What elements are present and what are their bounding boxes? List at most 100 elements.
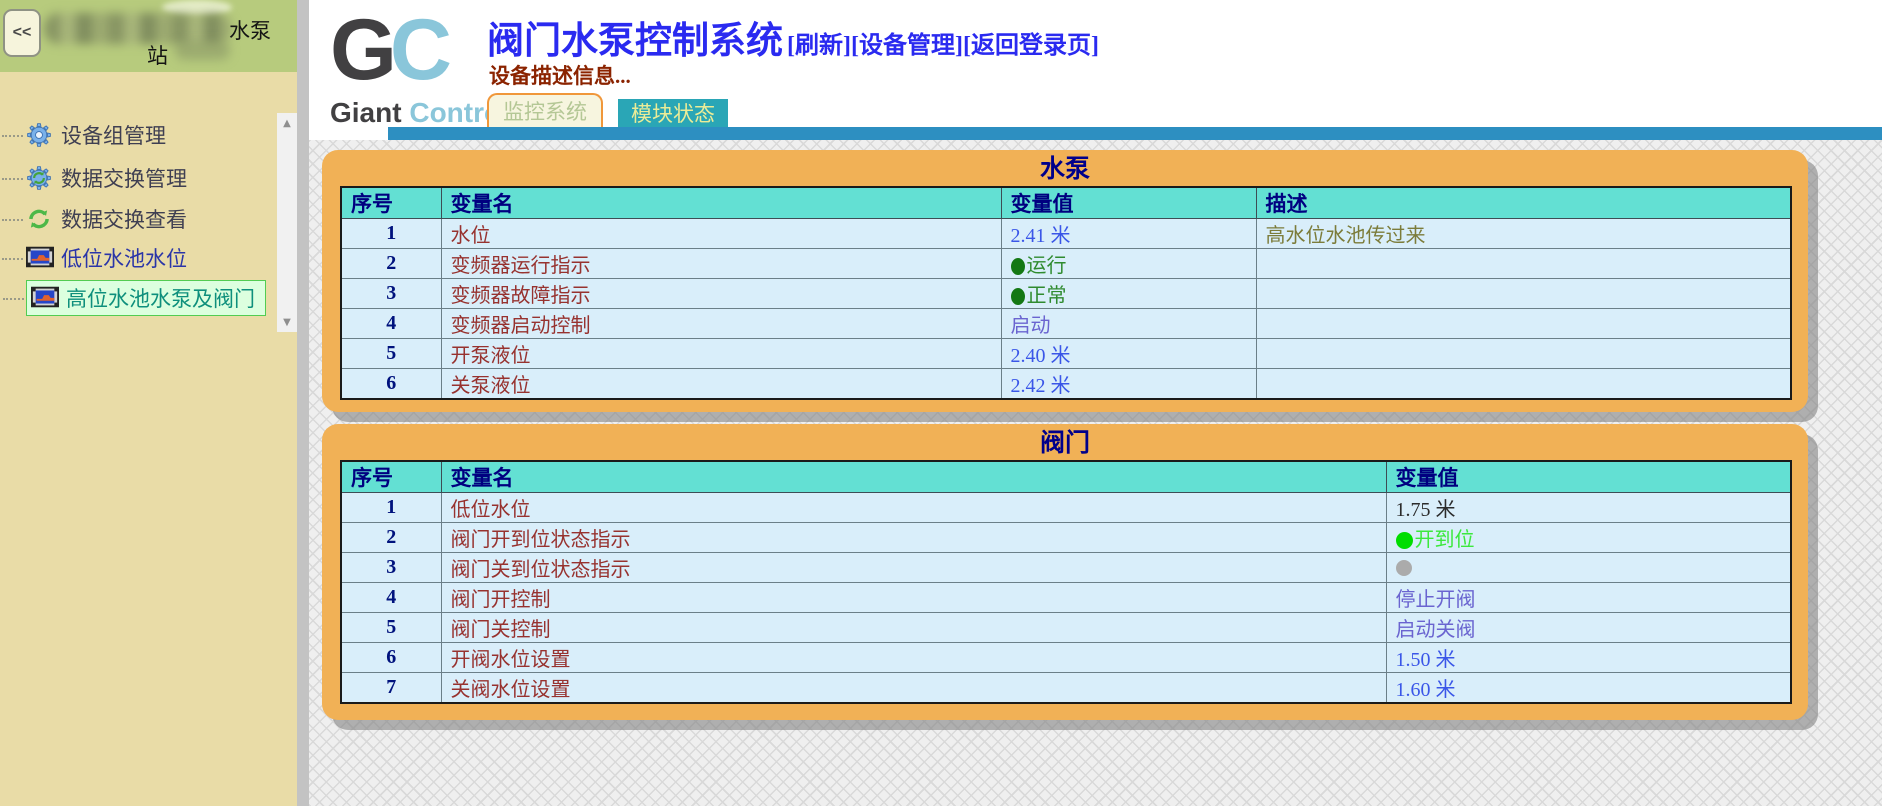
back-to-login-link[interactable]: [返回登录页] — [962, 33, 1099, 59]
serial-cell: 7 — [340, 672, 442, 704]
serial-cell: 4 — [340, 582, 442, 613]
device-description: 设备描述信息... — [489, 64, 631, 88]
variable-value-cell — [1385, 552, 1792, 583]
serial-cell: 4 — [340, 308, 442, 339]
table-row: 1 水位 2.41 米 高水位水池传过来 — [340, 218, 1792, 249]
table-row: 6 开阀水位设置 1.50 米 — [340, 642, 1792, 673]
variable-name-cell: 阀门开控制 — [440, 582, 1387, 613]
status-dot-green-icon — [1010, 288, 1025, 305]
value-text[interactable]: 1.60 米 — [1395, 679, 1456, 701]
variable-value-cell: 启动关阀 — [1385, 612, 1792, 643]
serial-cell: 2 — [340, 248, 442, 279]
variable-value-cell: 2.42 米 — [1000, 368, 1257, 400]
value-text[interactable]: 2.40 米 — [1010, 345, 1071, 367]
control-link[interactable]: 停止开阀 — [1395, 589, 1476, 611]
gear-icon — [26, 122, 54, 148]
valve-panel: 阀门 序号 变量名 变量值 1 低位水位 1.75 米 2 阀门开到位状态指示 开到位 3 阀门关… — [322, 424, 1808, 720]
variable-name-cell: 阀门开到位状态指示 — [440, 522, 1387, 553]
gear-sync-icon — [26, 165, 54, 191]
sidebar-item-high-pool-pump-valve[interactable]: 高位水池水泵及阀门 — [3, 280, 266, 316]
table-row: 2 变频器运行指示 运行 — [340, 248, 1792, 279]
control-link[interactable]: 启动关阀 — [1395, 619, 1476, 641]
variable-name-cell: 关阀水位设置 — [440, 672, 1387, 704]
table-row: 4 变频器启动控制 启动 — [340, 308, 1792, 339]
variable-name-cell: 开泵液位 — [440, 338, 1002, 369]
panel-title: 阀门 — [1039, 430, 1090, 457]
table-header-row: 序号 变量名 变量值 描述 — [340, 186, 1792, 219]
column-header: 变量名 — [440, 186, 1002, 219]
sidebar-item-data-exchange-view[interactable]: 数据交换查看 — [2, 201, 187, 237]
sidebar-item-low-pool-level[interactable]: 低位水池水位 — [2, 240, 187, 276]
table-header-row: 序号 变量名 变量值 — [340, 460, 1792, 493]
variable-value-cell: 2.40 米 — [1000, 338, 1257, 369]
serial-cell: 3 — [340, 552, 442, 583]
description-cell — [1255, 338, 1792, 369]
tab-module-status[interactable]: 模块状态 — [618, 99, 728, 127]
sidebar-item-data-exchange-mgmt[interactable]: 数据交换管理 — [2, 160, 187, 196]
panel-title: 水泵 — [1039, 156, 1090, 183]
variable-value-cell: 启动 — [1000, 308, 1257, 339]
variable-value-cell: 1.60 米 — [1385, 672, 1792, 704]
variable-value-cell: 1.50 米 — [1385, 642, 1792, 673]
value-text: 1.75 米 — [1395, 499, 1456, 521]
table-row: 2 阀门开到位状态指示 开到位 — [340, 522, 1792, 553]
sidebar-item-label: 高位水池水泵及阀门 — [66, 287, 255, 311]
sync-icon — [26, 206, 54, 232]
sidebar-item-device-group[interactable]: 设备组管理 — [2, 117, 166, 153]
serial-cell: 6 — [340, 368, 442, 400]
variable-name-cell: 变频器运行指示 — [440, 248, 1002, 279]
scroll-down-icon[interactable]: ▼ — [283, 316, 291, 328]
redacted-blur — [162, 0, 232, 15]
sidebar: 水泵 站 << 设备组管理 — [0, 0, 297, 806]
sidebar-item-label: 数据交换查看 — [61, 208, 187, 232]
variable-name-cell: 水位 — [440, 218, 1002, 249]
tab-monitor-system[interactable]: 监控系统 — [487, 93, 603, 127]
table-row: 5 阀门关控制 启动关阀 — [340, 612, 1792, 643]
value-text[interactable]: 2.41 米 — [1010, 225, 1071, 247]
description-cell — [1255, 368, 1792, 400]
table-row: 3 变频器故障指示 正常 — [340, 278, 1792, 309]
description-cell — [1255, 248, 1792, 279]
serial-cell: 5 — [340, 338, 442, 369]
sidebar-item-label: 设备组管理 — [61, 124, 166, 148]
serial-cell: 3 — [340, 278, 442, 309]
sidebar-splitter[interactable] — [297, 0, 309, 806]
sidebar-header: 水泵 站 << — [0, 0, 297, 72]
serial-cell: 2 — [340, 522, 442, 553]
sidebar-collapse-button[interactable]: << — [3, 9, 41, 57]
serial-cell: 1 — [340, 218, 442, 249]
table-row: 7 关阀水位设置 1.60 米 — [340, 672, 1792, 704]
variable-name-cell: 变频器故障指示 — [440, 278, 1002, 309]
redacted-station-name — [44, 13, 232, 44]
refresh-link[interactable]: [刷新] — [787, 33, 851, 59]
table-row: 1 低位水位 1.75 米 — [340, 492, 1792, 523]
variable-name-cell: 变频器启动控制 — [440, 308, 1002, 339]
logo-letter-c: C — [389, 2, 452, 98]
scroll-up-icon[interactable]: ▲ — [283, 117, 291, 129]
main-header: GC Giant Control 阀门水泵控制系统 [刷新][设备管理][返回登… — [309, 0, 1882, 140]
tab-bar: 监控系统 模块状态 — [487, 93, 728, 127]
variable-name-cell: 低位水位 — [440, 492, 1387, 523]
control-link[interactable]: 启动 — [1010, 315, 1051, 337]
variable-value-cell: 2.41 米 — [1000, 218, 1257, 249]
sidebar-item-label: 低位水池水位 — [61, 247, 187, 271]
device-management-link[interactable]: [设备管理] — [850, 33, 963, 59]
column-header: 变量值 — [1000, 186, 1257, 219]
variable-name-cell: 阀门关到位状态指示 — [440, 552, 1387, 583]
serial-cell: 1 — [340, 492, 442, 523]
serial-cell: 6 — [340, 642, 442, 673]
value-text[interactable]: 1.50 米 — [1395, 649, 1456, 671]
logo-word-giant: Giant — [330, 97, 410, 128]
column-header: 序号 — [340, 186, 442, 219]
value-text: 正常 — [1026, 285, 1067, 307]
main-area: GC Giant Control 阀门水泵控制系统 [刷新][设备管理][返回登… — [309, 0, 1882, 806]
sidebar-scrollbar[interactable]: ▲ ▼ — [277, 113, 297, 332]
status-dot-gray-icon — [1395, 560, 1412, 576]
value-text: 开到位 — [1414, 529, 1475, 551]
sidebar-item-label: 数据交换管理 — [61, 167, 187, 191]
value-text[interactable]: 2.42 米 — [1010, 375, 1071, 397]
description-cell — [1255, 278, 1792, 309]
valve-table: 序号 变量名 变量值 1 低位水位 1.75 米 2 阀门开到位状态指示 开到位 3 阀门关到位状… — [340, 460, 1792, 704]
variable-value-cell: 开到位 — [1385, 522, 1792, 553]
